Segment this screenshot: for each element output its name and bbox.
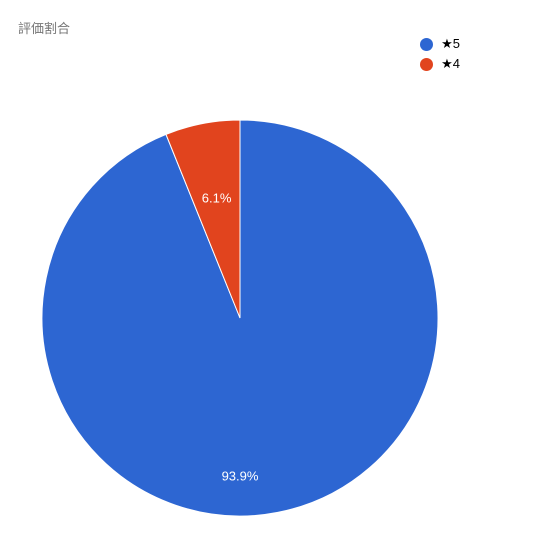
- slice-label-star4: 6.1%: [202, 190, 232, 205]
- pie-chart: [0, 0, 540, 540]
- slice-label-star5: 93.9%: [222, 469, 259, 484]
